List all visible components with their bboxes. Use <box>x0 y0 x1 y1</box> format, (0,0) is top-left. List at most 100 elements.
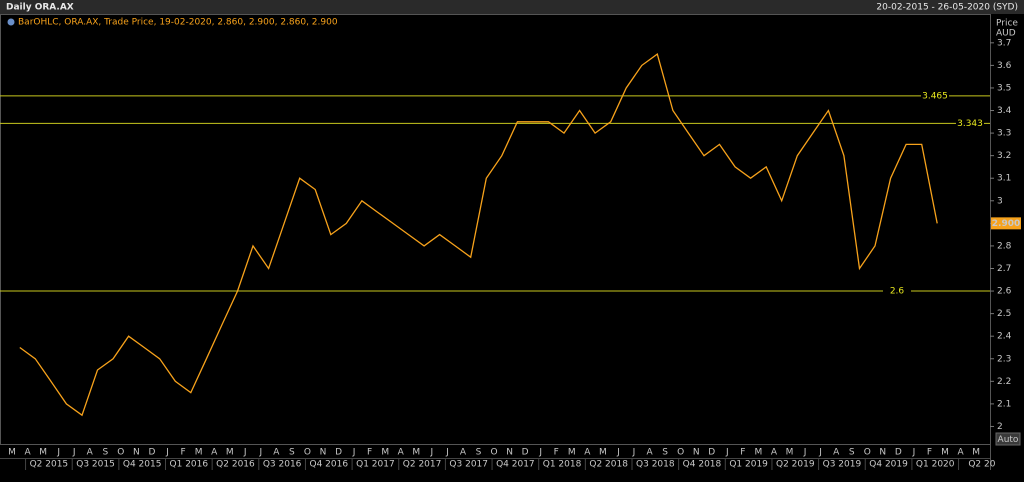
y-tick-label: 3.5 <box>997 83 1011 93</box>
x-tick-label: J <box>616 448 620 458</box>
chart-title: Daily ORA.AX <box>6 3 74 13</box>
y-axis-unit: AUD <box>996 29 1016 39</box>
x-tick-label: J <box>56 448 60 458</box>
horizontal-line-label: 2.6 <box>890 287 905 297</box>
title-bar <box>0 0 1024 14</box>
horizontal-line-label-bg <box>956 118 984 129</box>
y-tick-label: 2.2 <box>997 377 1011 387</box>
quarter-label: Q4 2018 <box>683 460 722 470</box>
quarter-label: Q3 2019 <box>823 460 862 470</box>
y-tick-label: 3 <box>997 196 1003 206</box>
quarter-label: Q4 2019 <box>869 460 908 470</box>
x-tick-label: O <box>677 448 684 458</box>
x-tick-label: A <box>460 448 467 458</box>
y-axis-title: Price <box>996 19 1018 29</box>
x-tick-label: D <box>522 448 529 458</box>
quarter-label: Q2 2016 <box>216 460 255 470</box>
quarter-label: Q2 20 <box>968 460 995 470</box>
y-tick-label: 2.8 <box>997 241 1012 251</box>
x-tick-label: J <box>912 448 916 458</box>
quarter-label: Q4 2016 <box>309 460 348 470</box>
x-tick-label: D <box>895 448 902 458</box>
quarter-label: Q1 2018 <box>543 460 582 470</box>
x-tick-label: J <box>165 448 169 458</box>
x-tick-label: S <box>849 448 855 458</box>
y-tick-label: 2.7 <box>997 264 1011 274</box>
x-tick-label: A <box>771 448 778 458</box>
x-tick-label: M <box>972 448 980 458</box>
x-tick-label: M <box>226 448 234 458</box>
x-tick-label: S <box>289 448 295 458</box>
quarter-label: Q3 2015 <box>76 460 115 470</box>
x-tick-label: A <box>24 448 31 458</box>
x-tick-label: N <box>879 448 886 458</box>
x-tick-label: M <box>195 448 203 458</box>
horizontal-line-label: 3.465 <box>922 91 948 101</box>
x-tick-label: S <box>662 448 668 458</box>
date-range: 20-02-2015 - 26-05-2020 (SYD) <box>876 3 1018 13</box>
quarter-label: Q1 2017 <box>356 460 395 470</box>
y-tick-label: 3.2 <box>997 151 1011 161</box>
x-tick-label: J <box>818 448 822 458</box>
x-tick-label: N <box>693 448 700 458</box>
y-tick-label: 2.1 <box>997 399 1011 409</box>
last-price-label: 2.900 <box>992 219 1020 229</box>
horizontal-line-label-bg <box>921 90 949 101</box>
quarter-label: Q3 2016 <box>263 460 302 470</box>
x-tick-label: J <box>72 448 76 458</box>
x-tick-label: S <box>476 448 482 458</box>
legend-entry: BarOHLC, ORA.AX, Trade Price, 19-02-2020… <box>18 18 338 28</box>
x-tick-label: J <box>258 448 262 458</box>
x-tick-label: O <box>304 448 311 458</box>
x-tick-label: F <box>180 448 185 458</box>
auto-button-label[interactable]: Auto <box>998 435 1019 445</box>
horizontal-line-label: 3.343 <box>957 119 983 129</box>
x-tick-label: J <box>725 448 729 458</box>
x-tick-label: M <box>755 448 763 458</box>
y-tick-label: 3.6 <box>997 61 1012 71</box>
x-tick-label: A <box>957 448 964 458</box>
x-tick-label: F <box>740 448 745 458</box>
x-tick-label: D <box>148 448 155 458</box>
x-tick-label: O <box>117 448 124 458</box>
quarter-label: Q4 2017 <box>496 460 535 470</box>
y-tick-label: 3.3 <box>997 129 1011 139</box>
quarter-label: Q3 2018 <box>636 460 675 470</box>
x-tick-label: D <box>335 448 342 458</box>
x-tick-label: A <box>398 448 405 458</box>
x-tick-label: J <box>632 448 636 458</box>
x-tick-label: J <box>803 448 807 458</box>
x-tick-label: O <box>864 448 871 458</box>
x-tick-label: N <box>133 448 140 458</box>
x-tick-label: A <box>833 448 840 458</box>
y-tick-label: 3.4 <box>997 106 1012 116</box>
x-tick-label: M <box>381 448 389 458</box>
auto-button[interactable] <box>995 432 1021 446</box>
y-tick-label: 2 <box>997 422 1003 432</box>
quarter-label: Q2 2015 <box>30 460 69 470</box>
x-tick-label: A <box>211 448 218 458</box>
y-tick-label: 3.7 <box>997 38 1011 48</box>
x-tick-label: O <box>491 448 498 458</box>
quarter-label: Q2 2017 <box>403 460 442 470</box>
quarter-label: Q3 2017 <box>449 460 488 470</box>
quarter-label: Q1 2020 <box>916 460 955 470</box>
x-tick-label: J <box>430 448 434 458</box>
x-tick-label: F <box>367 448 372 458</box>
x-tick-label: J <box>445 448 449 458</box>
y-tick-label: 3.1 <box>997 174 1011 184</box>
x-tick-label: A <box>87 448 94 458</box>
quarter-label: Q2 2018 <box>589 460 628 470</box>
quarter-label: Q1 2016 <box>170 460 209 470</box>
last-price-tag <box>991 217 1021 230</box>
x-tick-label: M <box>599 448 607 458</box>
x-tick-label: J <box>538 448 542 458</box>
x-tick-label: M <box>39 448 47 458</box>
x-tick-label: A <box>273 448 280 458</box>
x-tick-label: M <box>786 448 794 458</box>
quarter-label: Q4 2015 <box>123 460 162 470</box>
x-tick-label: M <box>8 448 16 458</box>
x-tick-label: M <box>412 448 420 458</box>
y-tick-label: 2.6 <box>997 287 1012 297</box>
